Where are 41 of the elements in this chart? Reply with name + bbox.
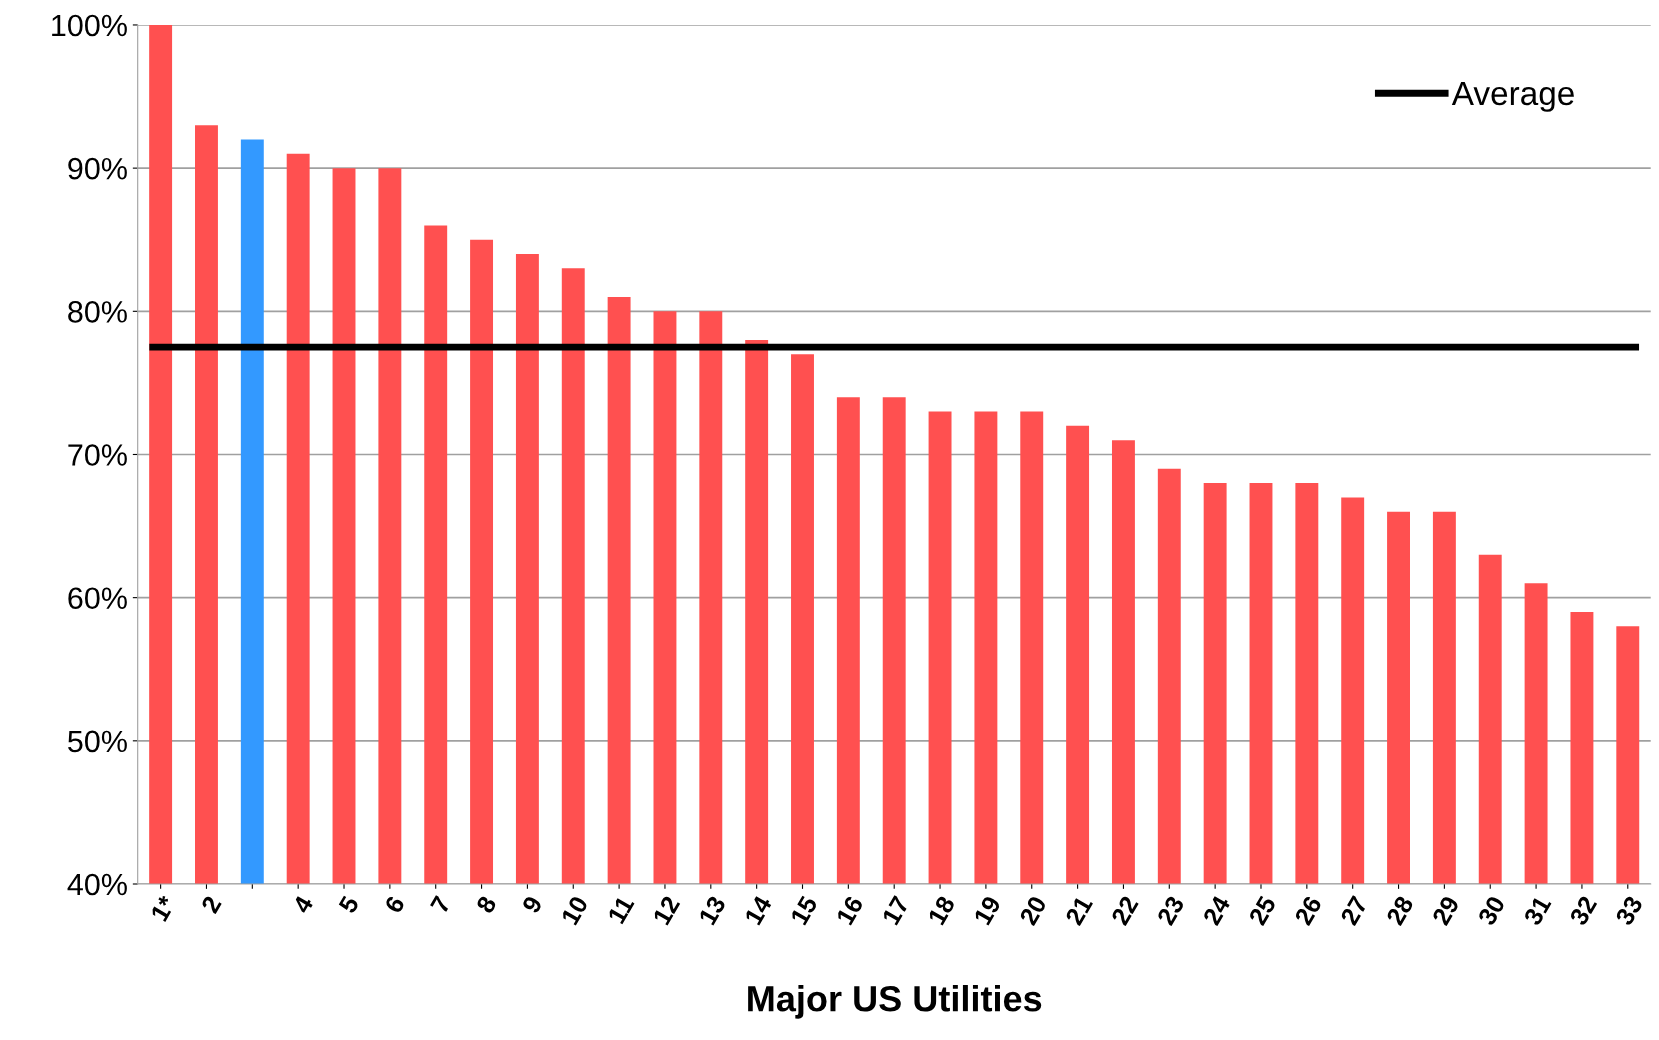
x-tick-label: 13 [698,894,727,926]
x-tick-label: 11 [607,894,635,925]
x-tick-label: 9 [521,894,543,915]
y-tick-label: 50% [68,730,127,753]
x-axis-title: Major US Utilities [748,985,1042,1019]
x-tick-label: 24 [1202,894,1231,927]
x-tick-label: 28 [1385,894,1415,927]
x-tick-label: 22 [1110,894,1139,927]
x-tick-label: 20 [1018,894,1048,927]
x-tick-label: 21 [1064,894,1093,927]
x-tick-label: 12 [652,894,681,926]
x-tick-label: 8 [475,894,498,915]
x-tick-label: 1* [150,894,177,922]
x-tick-label: 16 [835,894,864,926]
y-tick-label: 100% [52,14,127,37]
x-tick-label: 17 [881,895,910,926]
x-tick-label: 26 [1293,894,1323,927]
x-tick-label: 25 [1248,894,1277,927]
x-tick-label: 14 [744,894,773,926]
x-tick-label: 5 [338,894,360,915]
x-tick-label: 33 [1614,894,1644,927]
x-tick-label: 32 [1568,894,1598,927]
x-tick-label: 10 [560,894,589,926]
x-tick-label: 19 [973,894,1002,926]
y-tick-label: 60% [68,587,127,610]
x-tick-label: 18 [927,894,956,926]
legend-label: Average [1451,81,1574,112]
y-tick-label: 40% [67,873,127,896]
x-tick-label: 15 [790,894,819,926]
x-tick-label: 7 [430,895,451,914]
x-tick-label: 30 [1477,894,1506,927]
y-tick-label: 80% [68,301,127,323]
x-tick-label: 6 [383,894,406,915]
x-tick-label: 29 [1431,894,1460,927]
x-tick-label: 4 [292,894,314,915]
x-tick-label: 27 [1339,895,1368,927]
x-tick-label: 31 [1523,894,1552,927]
x-tick-label: 23 [1156,894,1185,927]
y-tick-label: 90% [68,157,127,180]
x-tick-label: 2 [200,894,222,915]
y-tick-label: 70% [68,444,127,466]
